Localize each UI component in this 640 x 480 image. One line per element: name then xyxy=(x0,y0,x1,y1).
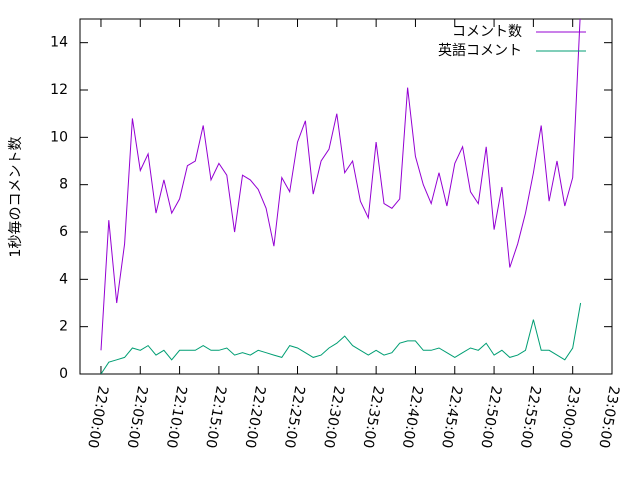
x-tick-label: 22:30:00 xyxy=(320,385,347,450)
x-tick-label: 22:45:00 xyxy=(438,385,465,450)
x-tick-label: 23:05:00 xyxy=(595,385,622,450)
y-tick-label: 6 xyxy=(59,224,68,240)
plot-border xyxy=(79,18,613,375)
legend-label: コメント数 xyxy=(452,24,522,40)
x-tick-label: 23:00:00 xyxy=(556,385,583,450)
x-tick-label: 22:25:00 xyxy=(281,385,308,450)
y-tick-label: 4 xyxy=(59,271,68,287)
y-tick-label: 2 xyxy=(59,319,68,335)
x-tick-label: 22:50:00 xyxy=(477,385,504,450)
y-axis-label: 1秒毎のコメント数 xyxy=(8,137,24,258)
data-line xyxy=(100,302,582,374)
y-tick-label: 12 xyxy=(50,82,68,98)
legend-label: 英語コメント xyxy=(438,42,522,59)
x-tick-label: 22:05:00 xyxy=(123,385,150,450)
x-tick-label: 22:40:00 xyxy=(399,385,426,450)
data-line xyxy=(100,19,581,351)
x-tick-label: 22:10:00 xyxy=(163,385,190,450)
x-tick-label: 22:55:00 xyxy=(517,385,544,450)
y-tick-label: 8 xyxy=(59,177,68,193)
x-tick-label: 22:35:00 xyxy=(359,385,386,450)
y-tick-label: 14 xyxy=(50,35,68,51)
x-tick-label: 22:20:00 xyxy=(241,385,268,450)
x-tick-label: 22:15:00 xyxy=(202,385,229,450)
y-tick-label: 0 xyxy=(59,366,68,382)
plot-area xyxy=(100,19,582,374)
x-tick-label: 22:00:00 xyxy=(84,385,111,450)
y-tick-label: 10 xyxy=(50,129,68,145)
